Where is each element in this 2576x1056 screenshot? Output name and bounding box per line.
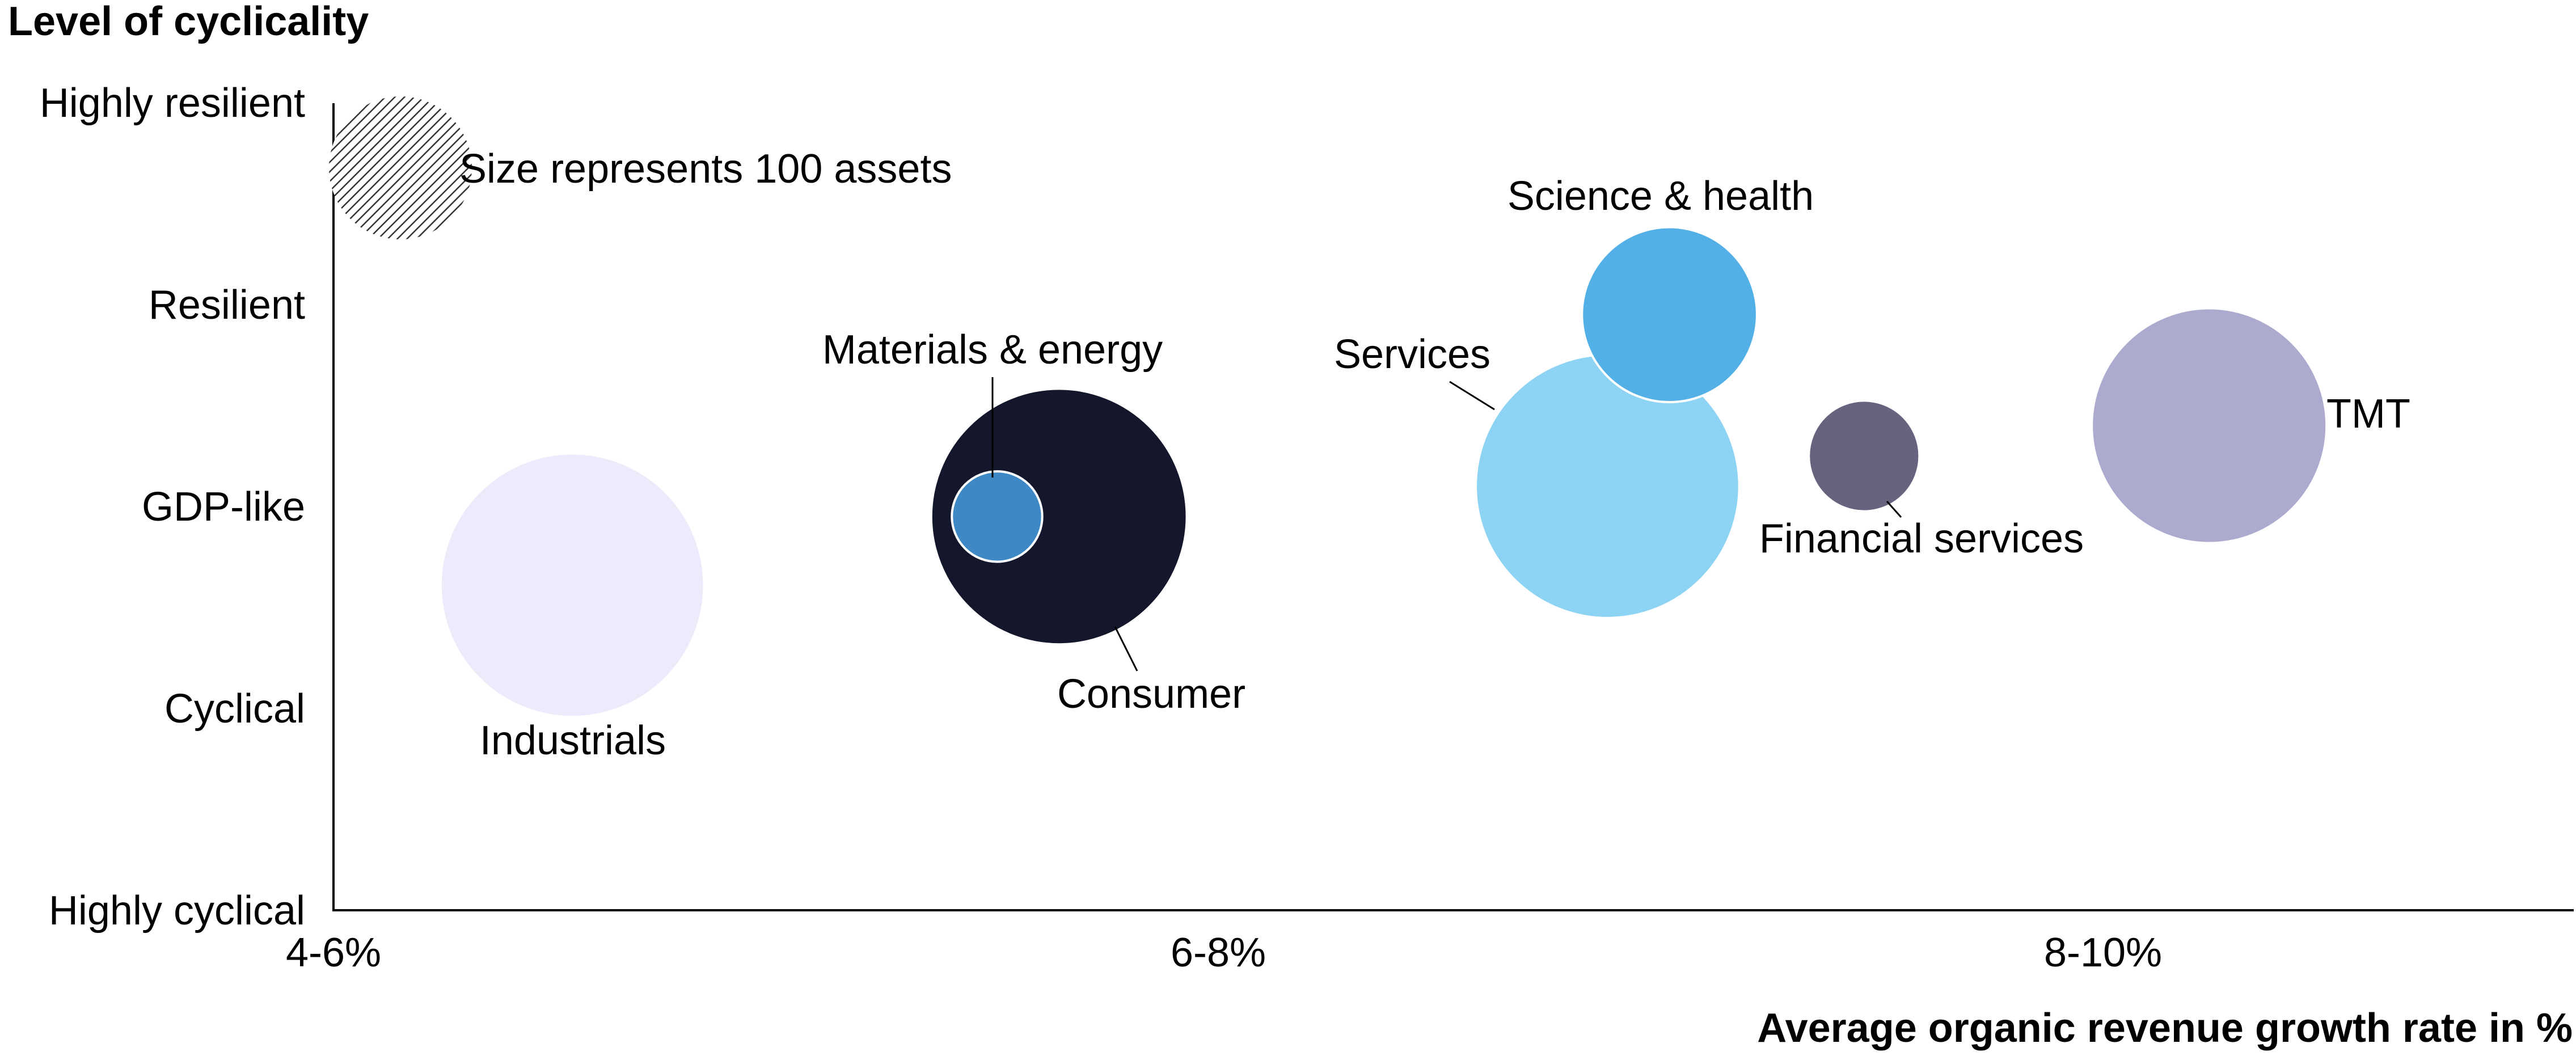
- label-industrials: Industrials: [480, 718, 666, 763]
- size-legend: Size represents 100 assets: [329, 96, 952, 239]
- x-tick-label-1: 4-6%: [286, 930, 381, 975]
- label-services: Services: [1334, 332, 1490, 377]
- bubble-science-health: [1581, 226, 1758, 404]
- leader-lines: [991, 377, 1902, 671]
- bubble-consumer: [930, 387, 1188, 646]
- size-legend-circle: [329, 96, 472, 239]
- label-consumer: Consumer: [1057, 671, 1245, 717]
- leader-services: [1449, 381, 1495, 411]
- label-materials-energy: Materials & energy: [822, 327, 1163, 373]
- leader-consumer: [1114, 626, 1138, 671]
- bubble-labels: Industrials Consumer Materials & energy Ser…: [480, 174, 2410, 763]
- y-tick-label-gdp-like: GDP-like: [142, 484, 305, 530]
- x-axis-title: Average organic revenue growth rate in %: [1757, 1006, 2573, 1051]
- leader-financial-services: [1886, 501, 1902, 518]
- x-tick-label-3: 8-10%: [2044, 930, 2162, 975]
- bubble-financial-services: [1808, 399, 1921, 513]
- label-science-health: Science & health: [1507, 174, 1814, 219]
- label-tmt: TMT: [2326, 391, 2410, 437]
- x-axis-ticks: 4-6% 6-8% 8-10%: [286, 930, 2162, 975]
- y-tick-label-highly-resilient: Highly resilient: [40, 81, 305, 126]
- y-axis-ticks: Highly cyclical Cyclical GDP-like Resilient…: [40, 81, 305, 933]
- y-tick-label-resilient: Resilient: [149, 282, 305, 328]
- bubbles: [439, 226, 2328, 719]
- y-tick-label-highly-cyclical: Highly cyclical: [49, 888, 305, 933]
- label-financial-services: Financial services: [1759, 516, 2084, 561]
- bubble-materials-energy: [951, 470, 1044, 563]
- y-tick-label-cyclical: Cyclical: [164, 686, 305, 732]
- x-tick-label-2: 6-8%: [1171, 930, 1266, 975]
- y-axis-title: Level of cyclicality: [8, 0, 369, 44]
- bubble-industrials: [439, 452, 706, 719]
- size-legend-label: Size represents 100 assets: [459, 146, 952, 192]
- bubble-tmt: [2091, 307, 2328, 544]
